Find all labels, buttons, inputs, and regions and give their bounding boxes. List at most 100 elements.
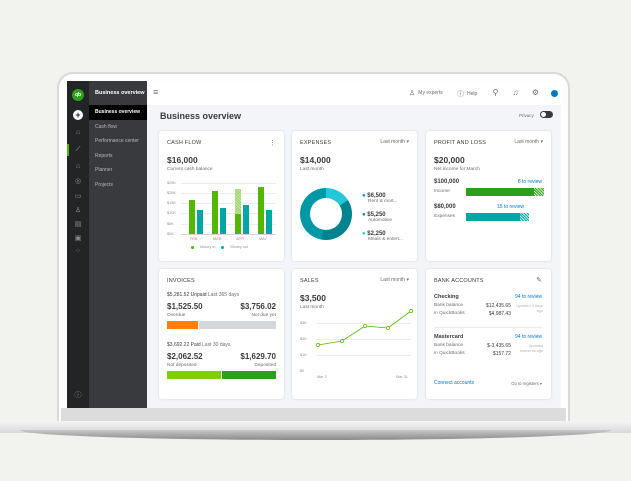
sales-icon[interactable]: ◎ bbox=[74, 178, 82, 185]
card-title: PROFIT AND LOSS bbox=[434, 140, 487, 146]
divider bbox=[434, 327, 543, 328]
more-options-icon[interactable]: ⋮ bbox=[269, 140, 276, 147]
expenses-donut-chart bbox=[300, 188, 352, 240]
sidebar-nav: Business overview Business overview Cash… bbox=[89, 81, 147, 408]
avatar[interactable] bbox=[551, 90, 558, 97]
sidebar-item-cash-flow[interactable]: Cash flow bbox=[95, 123, 117, 130]
quickbooks-logo-icon[interactable]: qb bbox=[72, 89, 84, 101]
bank-accounts-card: BANK ACCOUNTS ✎ Checking 94 to review Ba… bbox=[426, 269, 551, 399]
card-title: SALES bbox=[300, 278, 319, 284]
review-link[interactable]: 94 to review bbox=[515, 334, 542, 340]
bank-balance-value: $-3,435.65 bbox=[487, 343, 511, 349]
gear-icon[interactable]: ⚙ bbox=[531, 88, 540, 97]
sales-amount: $3,500 bbox=[300, 293, 326, 303]
bank-balance-label: Bank balance bbox=[434, 343, 464, 348]
go-to-registers-dropdown[interactable]: Go to registers ▾ bbox=[511, 381, 542, 386]
net-income-caption: Net income for March bbox=[434, 167, 480, 172]
invoices-card: INVOICES $5,281.52 Unpaid Last 365 days … bbox=[159, 269, 284, 399]
sidebar-item-reports[interactable]: Reports bbox=[95, 152, 113, 159]
page-title: Business overview bbox=[160, 111, 242, 121]
income-label: Income bbox=[434, 189, 450, 194]
cash-balance-caption: Current cash balance bbox=[167, 167, 213, 172]
card-title: EXPENSES bbox=[300, 140, 332, 146]
account-name: Checking bbox=[434, 294, 459, 300]
income-amount: $100,000 bbox=[434, 179, 460, 185]
unpaid-bar[interactable] bbox=[167, 321, 276, 329]
expenses-review-link[interactable]: 15 to review bbox=[497, 204, 524, 210]
deposited-label: Deposited bbox=[254, 363, 276, 368]
cash-balance: $16,000 bbox=[167, 155, 198, 165]
sidebar-item-performance-center[interactable]: Performance center bbox=[95, 138, 139, 144]
period-dropdown[interactable]: Last month ▾ bbox=[380, 139, 409, 145]
expenses-icon[interactable]: ▭ bbox=[74, 193, 82, 200]
apps-icon[interactable]: ⁘ bbox=[75, 248, 81, 255]
sidebar-item-planner[interactable]: Planner bbox=[95, 167, 113, 173]
home-icon[interactable]: ⌂ bbox=[75, 129, 81, 136]
updated-text: Updated moments ago bbox=[519, 344, 543, 353]
paid-bar[interactable] bbox=[167, 371, 276, 379]
privacy-toggle[interactable] bbox=[540, 111, 553, 118]
top-bar: ≡ ♙ My experts ⓘ Help ⚲ ♫ ⚙ bbox=[147, 81, 561, 105]
expenses-amount: $80,000 bbox=[434, 204, 456, 210]
my-experts-button[interactable]: ♙ My experts bbox=[409, 89, 443, 97]
privacy-label: Privacy bbox=[519, 113, 534, 118]
bank-balance-label: Bank balance bbox=[434, 303, 464, 308]
app-screen: qb + ⌂ ⟋ ⌂ ◎ ▭ ♙ ▤ ▣ ⁘ ⓘ Business overvi… bbox=[67, 81, 561, 408]
report-icon[interactable]: ▤ bbox=[74, 221, 82, 228]
card-title: BANK ACCOUNTS bbox=[434, 278, 484, 284]
active-indicator bbox=[67, 144, 69, 156]
profit-loss-card: PROFIT AND LOSS Last month ▾ $20,000 Net… bbox=[426, 131, 551, 261]
expenses-caption: Last month bbox=[300, 167, 324, 172]
my-experts-label: My experts bbox=[418, 90, 443, 96]
overdue-amount: $1,525.50 bbox=[167, 302, 203, 311]
card-title: INVOICES bbox=[167, 278, 195, 284]
expenses-amount: $14,000 bbox=[300, 155, 331, 165]
legend-item: ● $5,250 Automotive bbox=[362, 212, 392, 223]
account-name: Mastercard bbox=[434, 334, 464, 340]
search-icon[interactable]: ⚲ bbox=[492, 88, 499, 97]
connect-accounts-link[interactable]: Connect accounts bbox=[434, 380, 475, 386]
sales-card: SALES Last month ▾ $3,500 Last month $3K… bbox=[292, 269, 417, 399]
notdeposited-label: Not deposited bbox=[167, 363, 197, 368]
menu-icon[interactable]: ≡ bbox=[153, 87, 159, 97]
income-bar bbox=[466, 188, 534, 196]
expenses-label: Expenses bbox=[434, 214, 456, 219]
laptop-bezel bbox=[61, 408, 566, 424]
person-icon: ♙ bbox=[409, 90, 416, 97]
notdue-amount: $3,756.02 bbox=[240, 302, 276, 311]
plus-icon[interactable]: + bbox=[73, 110, 83, 120]
period-dropdown[interactable]: Last month ▾ bbox=[380, 277, 409, 283]
person-icon[interactable]: ♙ bbox=[74, 207, 82, 214]
icon-rail: qb + ⌂ ⟋ ⌂ ◎ ▭ ♙ ▤ ▣ ⁘ ⓘ bbox=[67, 81, 89, 408]
bell-icon[interactable]: ♫ bbox=[512, 88, 519, 97]
expenses-card: EXPENSES Last month ▾ $14,000 Last month… bbox=[292, 131, 417, 261]
period-dropdown[interactable]: Last month ▾ bbox=[514, 139, 543, 145]
taxes-icon[interactable]: ▣ bbox=[74, 235, 82, 242]
pencil-icon[interactable]: ✎ bbox=[536, 277, 542, 284]
help-icon[interactable]: ⓘ bbox=[74, 392, 82, 399]
chart-icon[interactable]: ⟋ bbox=[75, 146, 81, 153]
review-link[interactable]: 94 to review bbox=[515, 294, 542, 300]
bank-icon[interactable]: ⌂ bbox=[75, 163, 81, 170]
overdue-label: Overdue bbox=[167, 313, 186, 318]
legend-item: ● $2,250 Meals & entert... bbox=[362, 231, 403, 242]
cash-flow-card: CASH FLOW ⋮ $16,000 Current cash balance… bbox=[159, 131, 284, 261]
main-content: ≡ ♙ My experts ⓘ Help ⚲ ♫ ⚙ Business ove… bbox=[147, 81, 561, 408]
notdue-label: Not due yet bbox=[251, 313, 276, 318]
income-review-link[interactable]: 8 to review bbox=[517, 179, 542, 185]
notdeposited-amount: $2,062.52 bbox=[167, 352, 203, 361]
legend-item: ● $6,500 Rent & mort... bbox=[362, 193, 398, 204]
sidebar-item-business-overview[interactable]: Business overview bbox=[89, 105, 147, 120]
sales-caption: Last month bbox=[300, 305, 324, 310]
updated-text: Updated 4 days ago bbox=[516, 304, 543, 313]
help-button[interactable]: ⓘ Help bbox=[457, 89, 477, 99]
card-title: CASH FLOW bbox=[167, 140, 202, 146]
help-icon: ⓘ bbox=[457, 91, 464, 98]
laptop-foot bbox=[20, 430, 611, 440]
sidebar-item-projects[interactable]: Projects bbox=[95, 181, 114, 188]
chart-legend: Money in Money out bbox=[191, 245, 248, 249]
expenses-bar bbox=[466, 213, 520, 221]
help-label: Help bbox=[467, 91, 478, 97]
qb-balance-label: in QuickBooks bbox=[434, 351, 465, 356]
unpaid-summary: $5,281.52 Unpaid Last 365 days bbox=[167, 292, 240, 298]
